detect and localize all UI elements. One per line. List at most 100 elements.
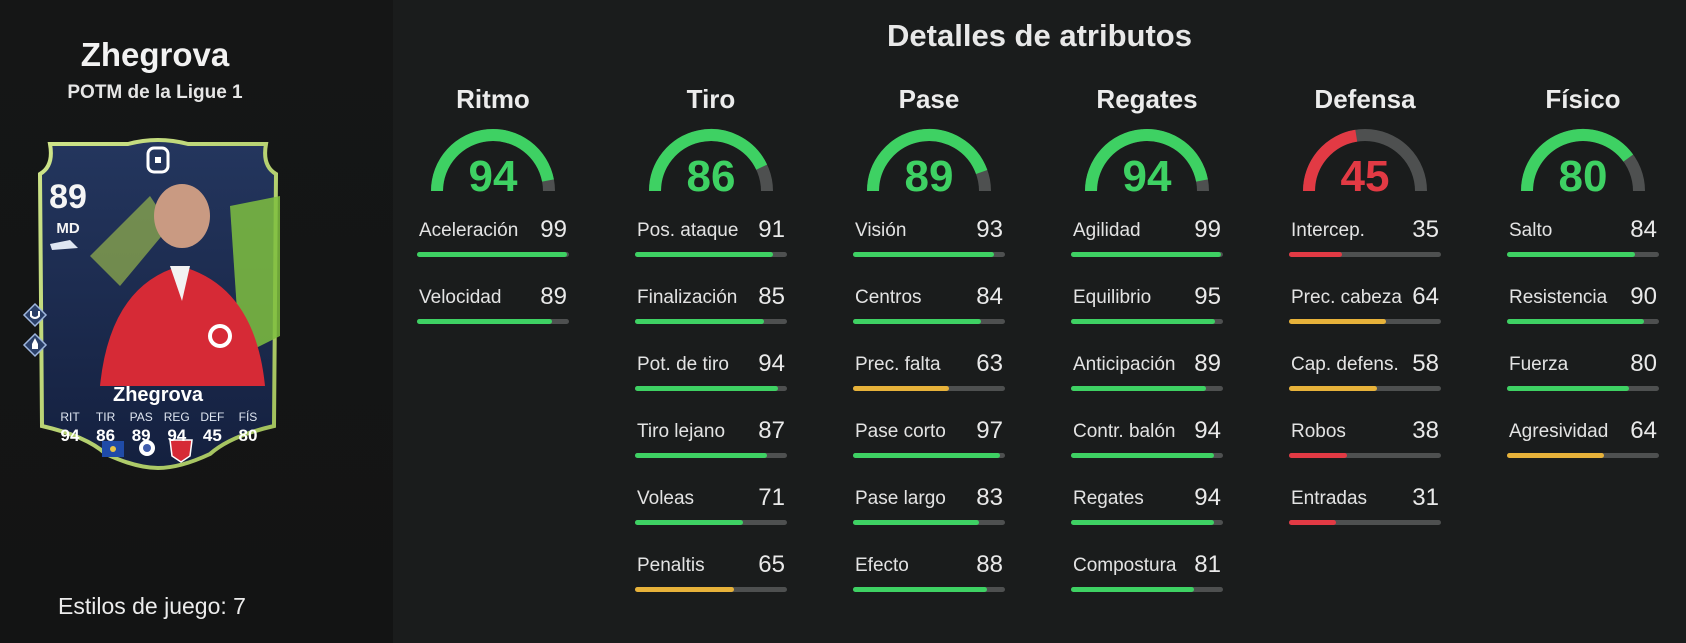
attribute-value: 94 <box>758 350 785 377</box>
attribute-bar-fill <box>417 252 568 257</box>
category-value: 89 <box>904 152 954 201</box>
attribute-row: Pase corto 97 <box>849 407 1009 474</box>
playstyles-count: Estilos de juego: 7 <box>58 593 246 619</box>
player-card[interactable]: 89 MD Zhegrova RIT 94 TIR 86 PAS 89 REG 94 DEF 45… <box>22 136 286 472</box>
card-name: Zhegrova <box>112 384 204 406</box>
attribute-bar-track <box>635 520 787 525</box>
attribute-bar-track <box>1071 252 1223 257</box>
attribute-bar-track <box>853 319 1005 324</box>
card-stat-value: 89 <box>131 426 151 445</box>
attribute-row: Regates 94 <box>1067 474 1227 541</box>
attribute-value: 90 <box>1630 283 1657 310</box>
attribute-row: Finalización 85 <box>631 273 791 340</box>
attribute-name: Intercep. <box>1291 220 1365 241</box>
attribute-row: Cap. defens. 58 <box>1285 340 1445 407</box>
player-name: Zhegrova <box>80 36 230 73</box>
player-panel: Zhegrova POTM de la Ligue 1 <box>0 0 393 643</box>
attribute-row: Contr. balón 94 <box>1067 407 1227 474</box>
attribute-row: Velocidad 89 <box>413 273 573 340</box>
attribute-row: Compostura 81 <box>1067 541 1227 608</box>
attribute-name: Finalización <box>637 287 738 308</box>
gauge-arc <box>1521 129 1645 192</box>
category-value: 94 <box>468 152 518 201</box>
attribute-value: 83 <box>976 484 1003 511</box>
attribute-name: Pase corto <box>855 421 946 442</box>
attribute-row: Fuerza 80 <box>1503 340 1663 407</box>
card-stat-def: DEF 45 <box>196 410 228 446</box>
attribute-row: Voleas 71 <box>631 474 791 541</box>
attribute-bar-track <box>1289 453 1441 458</box>
category-gauge: 89 <box>849 128 1009 206</box>
attribute-name: Visión <box>855 220 907 241</box>
attribute-row: Pos. ataque 91 <box>631 206 791 273</box>
card-stat-pas: PAS 89 <box>125 410 157 446</box>
attribute-name: Velocidad <box>419 287 502 308</box>
attribute-bar-fill <box>1071 252 1222 257</box>
attribute-value: 89 <box>540 283 567 310</box>
attribute-name: Equilibrio <box>1073 287 1152 308</box>
attribute-value: 99 <box>540 216 567 243</box>
attribute-bar-track <box>635 252 787 257</box>
attribute-bar-fill <box>853 453 1001 458</box>
attribute-name: Efecto <box>855 555 909 576</box>
attribute-bar-track <box>1289 319 1441 324</box>
card-stat-label: TIR <box>95 410 116 424</box>
attribute-row: Centros 84 <box>849 273 1009 340</box>
playstyle-rocket-icon <box>22 332 48 358</box>
attribute-bar-track <box>1289 252 1441 257</box>
gauge-fill <box>649 129 768 192</box>
attribute-value: 81 <box>1194 551 1221 578</box>
attribute-row: Aceleración 99 <box>413 206 573 273</box>
attribute-name: Pos. ataque <box>637 220 739 241</box>
attribute-bar-track <box>853 386 1005 391</box>
attribute-bar-fill <box>1507 386 1629 391</box>
attribute-bar-fill <box>853 587 987 592</box>
attribute-row: Entradas 31 <box>1285 474 1445 541</box>
attribute-value: 31 <box>1412 484 1439 511</box>
attribute-bar-fill <box>1071 319 1216 324</box>
category-gauge: 94 <box>1067 128 1227 206</box>
attribute-bar-track <box>1507 386 1659 391</box>
attribute-value: 80 <box>1630 350 1657 377</box>
attribute-bar-fill <box>417 319 553 324</box>
gauge-arc <box>649 129 773 192</box>
attribute-value: 65 <box>758 551 785 578</box>
attribute-row: Penaltis 65 <box>631 541 791 608</box>
attribute-bar-fill <box>1289 453 1347 458</box>
attribute-row: Agilidad 99 <box>1067 206 1227 273</box>
category-gauge: 45 <box>1285 128 1445 206</box>
attribute-bar-track <box>853 587 1005 592</box>
attribute-bar-fill <box>1289 386 1378 391</box>
attribute-value: 95 <box>1194 283 1221 310</box>
attribute-row: Prec. falta 63 <box>849 340 1009 407</box>
playstyle-magnet-icon <box>22 302 48 328</box>
attribute-bar-track <box>1071 520 1223 525</box>
attribute-name: Contr. balón <box>1073 421 1176 442</box>
player-subtitle: POTM de la Ligue 1 <box>67 82 243 103</box>
attribute-bar-fill <box>1507 453 1605 458</box>
category-title: Regates <box>1096 84 1198 114</box>
attribute-name: Voleas <box>637 488 695 509</box>
attribute-bar-track <box>1071 453 1223 458</box>
card-stat-reg: REG 94 <box>161 410 193 446</box>
category-gauge: 86 <box>631 128 791 206</box>
attribute-name: Aceleración <box>419 220 519 241</box>
attribute-row: Pot. de tiro 94 <box>631 340 791 407</box>
card-stat-value: 94 <box>167 426 187 445</box>
attribute-name: Fuerza <box>1509 354 1569 375</box>
attribute-bar-fill <box>1071 386 1207 391</box>
attribute-row: Efecto 88 <box>849 541 1009 608</box>
attribute-name: Entradas <box>1291 488 1368 509</box>
attribute-bar-fill <box>635 386 778 391</box>
attribute-bar-track <box>853 520 1005 525</box>
attribute-bar-fill <box>1507 319 1644 324</box>
attribute-name: Prec. cabeza <box>1291 287 1402 308</box>
attribute-bar-track <box>635 319 787 324</box>
attribute-bar-track <box>853 252 1005 257</box>
category-ritmo: Ritmo 94 Aceleración 99 Velocidad 89 <box>413 84 573 340</box>
attribute-bar-fill <box>635 319 765 324</box>
gauge-arc <box>431 129 555 192</box>
attribute-bar-fill <box>1507 252 1635 257</box>
attribute-name: Salto <box>1509 220 1553 241</box>
attribute-row: Tiro lejano 87 <box>631 407 791 474</box>
